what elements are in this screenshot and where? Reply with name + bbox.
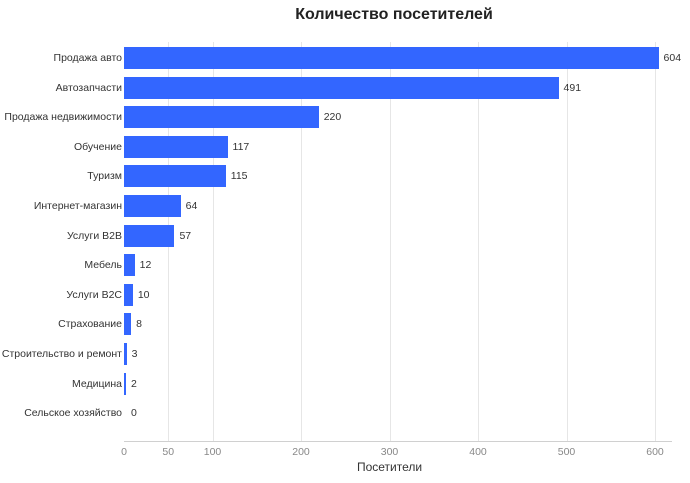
gridline <box>301 42 302 442</box>
data-label: 8 <box>136 318 142 331</box>
bar[interactable] <box>124 372 126 395</box>
gridline <box>566 42 568 442</box>
data-label: 117 <box>232 140 250 153</box>
bar[interactable] <box>124 76 559 99</box>
category-label: Обучение <box>73 140 122 153</box>
category-label: Медицина <box>72 377 122 390</box>
data-label: 491 <box>563 81 582 94</box>
x-tick-label: 300 <box>380 446 399 458</box>
x-tick-label: 200 <box>292 446 310 458</box>
data-label: 604 <box>663 52 682 64</box>
bar[interactable] <box>124 106 319 129</box>
bar[interactable] <box>124 195 181 217</box>
data-label: 57 <box>179 229 192 242</box>
data-label: 64 <box>185 200 198 212</box>
category-label: Автозапчасти <box>55 81 122 94</box>
category-label: Строительство и ремонт <box>1 348 122 360</box>
bar[interactable] <box>124 343 127 365</box>
category-label: Продажа авто <box>53 52 122 64</box>
gridline <box>389 42 391 442</box>
data-label: 3 <box>131 348 138 360</box>
category-label: Мебель <box>84 259 122 272</box>
bar[interactable] <box>124 165 226 188</box>
x-tick-label: 600 <box>646 446 664 458</box>
category-label: Сельское хозяйство <box>24 407 122 420</box>
bar[interactable] <box>124 135 228 158</box>
data-label: 115 <box>230 170 248 183</box>
category-label: Интернет-магазин <box>33 200 122 212</box>
x-tick-label: 500 <box>557 446 576 458</box>
gridline <box>478 42 479 442</box>
category-label: Туризм <box>87 170 122 183</box>
bar[interactable] <box>124 224 175 247</box>
x-tick-label: 0 <box>121 446 127 458</box>
x-tick-label: 400 <box>469 446 487 458</box>
data-label: 12 <box>139 259 152 272</box>
gridline <box>212 42 214 442</box>
data-label: 2 <box>131 377 137 390</box>
x-tick-label: 50 <box>162 446 175 458</box>
data-label: 0 <box>131 407 137 420</box>
bar[interactable] <box>124 254 135 277</box>
data-label: 220 <box>323 111 342 124</box>
x-axis-label: Посетители <box>356 460 423 474</box>
chart-title: Количество посетителей <box>295 6 493 23</box>
gridline <box>655 42 656 442</box>
category-label: Продажа недвижимости <box>4 111 122 124</box>
bar[interactable] <box>124 283 133 306</box>
x-axis-line <box>124 441 672 442</box>
plot-area: 604 491 220 117 115 64 57 12 10 8 3 2 0 <box>124 42 681 442</box>
category-label: Услуги B2C <box>66 288 122 301</box>
bar[interactable] <box>124 47 659 69</box>
bar[interactable] <box>124 313 132 336</box>
category-label: Страхование <box>58 318 122 331</box>
data-label: 10 <box>137 288 150 301</box>
category-label: Услуги B2B <box>66 229 122 242</box>
x-tick-label: 100 <box>203 446 222 458</box>
